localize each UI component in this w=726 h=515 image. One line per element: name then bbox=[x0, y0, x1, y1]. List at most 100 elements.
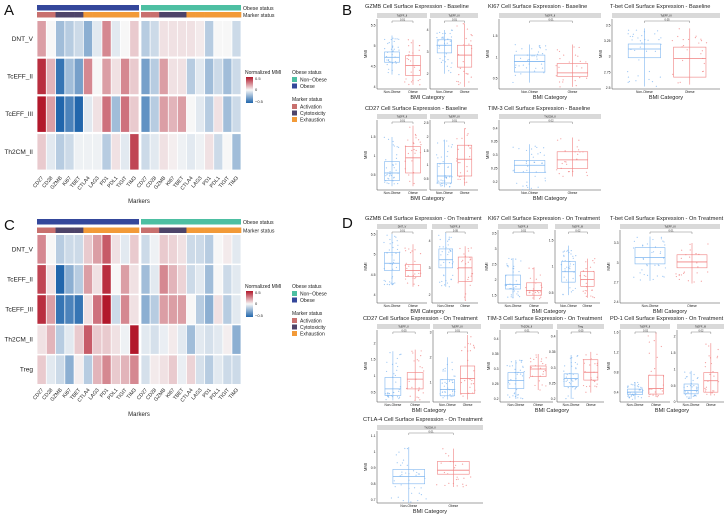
data-point bbox=[386, 182, 388, 184]
facet-strip bbox=[499, 114, 601, 119]
data-point bbox=[712, 371, 714, 373]
data-point bbox=[385, 167, 388, 169]
significance-bracket bbox=[649, 231, 693, 234]
data-point bbox=[639, 46, 641, 48]
heatmap-cell bbox=[223, 295, 232, 324]
data-point bbox=[391, 69, 393, 71]
heatmap-cell bbox=[83, 235, 93, 264]
data-point bbox=[408, 473, 410, 475]
data-point bbox=[694, 389, 696, 392]
data-point bbox=[460, 381, 462, 384]
data-point bbox=[555, 75, 557, 77]
data-point bbox=[570, 291, 573, 293]
data-point bbox=[393, 145, 395, 147]
data-point bbox=[696, 377, 698, 380]
data-point bbox=[456, 80, 458, 83]
facet-strip-label: TcEFF_II bbox=[397, 14, 408, 18]
obese-status-bar-non_obese bbox=[141, 5, 241, 11]
data-point bbox=[398, 397, 400, 400]
y-tick-label: 2 bbox=[430, 356, 432, 360]
data-point bbox=[507, 266, 509, 268]
data-point bbox=[436, 44, 438, 46]
marker-label: TIM3 bbox=[228, 175, 240, 188]
facet-strip bbox=[620, 324, 670, 329]
data-point bbox=[462, 23, 464, 25]
data-point bbox=[396, 248, 399, 251]
p-value-label: 0.01 bbox=[429, 430, 435, 434]
marker-status-cell bbox=[141, 12, 151, 18]
data-point bbox=[544, 171, 547, 173]
data-point bbox=[464, 182, 466, 184]
data-point bbox=[388, 61, 391, 63]
data-point bbox=[686, 49, 688, 51]
data-point bbox=[516, 283, 518, 286]
data-point bbox=[637, 381, 639, 384]
data-point bbox=[593, 296, 595, 299]
marker-status-cell bbox=[141, 227, 151, 233]
data-point bbox=[520, 397, 522, 399]
data-point bbox=[572, 255, 574, 257]
data-point bbox=[702, 70, 704, 72]
x-axis-title: Markers bbox=[128, 412, 150, 418]
data-point bbox=[525, 162, 527, 164]
data-point bbox=[650, 370, 652, 372]
heatmap-cell bbox=[214, 325, 223, 354]
heatmap-cell bbox=[74, 295, 83, 324]
y-tick-label: 2.75 bbox=[604, 70, 611, 74]
data-point bbox=[408, 55, 410, 57]
y-tick-label: 3.3 bbox=[614, 241, 619, 245]
heatmap-cell bbox=[74, 96, 83, 132]
data-point bbox=[705, 388, 707, 391]
data-point bbox=[416, 396, 418, 398]
data-point bbox=[662, 375, 665, 377]
data-point bbox=[448, 186, 451, 188]
data-point bbox=[388, 182, 390, 185]
marker-status-cell bbox=[222, 12, 233, 18]
heatmap-cell bbox=[37, 325, 46, 354]
box bbox=[513, 54, 546, 73]
y-tick-label: 2.5 bbox=[492, 262, 497, 266]
data-point bbox=[636, 236, 638, 238]
data-point bbox=[558, 173, 560, 175]
y-tick-label: 2.4 bbox=[614, 300, 619, 304]
data-point bbox=[545, 364, 547, 366]
row-label: TcEFF_II bbox=[7, 73, 33, 80]
data-point bbox=[438, 165, 440, 168]
data-point bbox=[565, 398, 567, 400]
data-point bbox=[418, 69, 421, 72]
data-point bbox=[647, 335, 649, 337]
data-point bbox=[393, 167, 395, 169]
facet-strip bbox=[677, 324, 724, 329]
data-point bbox=[712, 390, 714, 392]
data-point bbox=[515, 64, 517, 66]
data-point bbox=[418, 49, 420, 51]
y-tick-label: 1.5 bbox=[549, 239, 554, 243]
data-point bbox=[583, 362, 585, 364]
data-point bbox=[386, 174, 388, 176]
data-point bbox=[392, 246, 394, 249]
data-point bbox=[469, 350, 472, 352]
data-point bbox=[651, 388, 653, 390]
box bbox=[703, 372, 719, 393]
data-point bbox=[393, 373, 395, 375]
data-point bbox=[596, 362, 598, 364]
heatmap-cell bbox=[120, 96, 130, 132]
plot-title: CD27 Cell Surface Expression - Baseline bbox=[365, 106, 467, 112]
data-point bbox=[473, 347, 476, 349]
data-point bbox=[408, 83, 410, 86]
data-point bbox=[515, 377, 517, 380]
data-point bbox=[467, 276, 470, 279]
heatmap-cell bbox=[65, 325, 74, 354]
data-point bbox=[583, 275, 585, 277]
data-point bbox=[407, 275, 409, 277]
data-point bbox=[542, 370, 545, 373]
data-point bbox=[468, 81, 470, 83]
data-point bbox=[447, 240, 449, 242]
x-axis-title: BMI Category bbox=[535, 408, 569, 414]
data-point bbox=[682, 45, 685, 47]
data-point bbox=[408, 487, 410, 489]
data-point bbox=[445, 177, 448, 179]
data-point bbox=[590, 378, 592, 380]
facet-strip bbox=[557, 324, 604, 329]
data-point bbox=[638, 59, 640, 61]
